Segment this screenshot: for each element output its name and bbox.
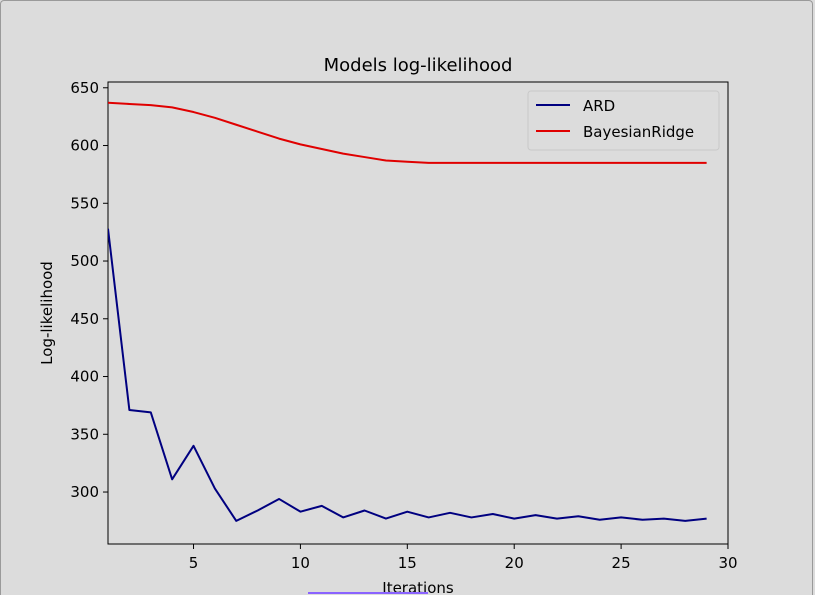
x-tick-label: 5 — [189, 554, 199, 572]
x-tick-label: 30 — [718, 554, 737, 572]
y-tick-label: 450 — [70, 310, 99, 328]
chart-title: Models log-likelihood — [324, 55, 513, 76]
legend-label-bayesianridge: BayesianRidge — [583, 123, 694, 141]
y-tick-label: 400 — [70, 368, 99, 386]
y-axis: 300 350 400 450 500 550 600 650 — [70, 79, 108, 501]
legend-label-ard: ARD — [583, 97, 615, 115]
x-axis: 5 10 15 20 25 30 — [189, 544, 738, 572]
series-line-bayesianridge — [108, 101, 707, 164]
x-tick-label: 10 — [291, 554, 310, 572]
series-group — [108, 101, 707, 522]
y-tick-label: 550 — [70, 194, 99, 212]
x-axis-label: Iterations — [382, 579, 454, 595]
x-tick-label: 15 — [398, 554, 417, 572]
x-tick-label: 25 — [612, 554, 631, 572]
scroll-indicator — [308, 592, 428, 594]
legend: ARD BayesianRidge — [527, 90, 720, 151]
y-axis-label: Log-likelihood — [38, 261, 56, 365]
y-tick-label: 300 — [70, 483, 99, 501]
y-tick-label: 600 — [70, 137, 99, 155]
y-tick-label: 500 — [70, 252, 99, 270]
x-tick-label: 20 — [505, 554, 524, 572]
legend-box — [527, 90, 720, 151]
y-tick-label: 350 — [70, 425, 99, 443]
plot-area — [107, 81, 729, 545]
y-tick-label: 650 — [70, 79, 99, 97]
series-line-ard — [108, 228, 707, 522]
